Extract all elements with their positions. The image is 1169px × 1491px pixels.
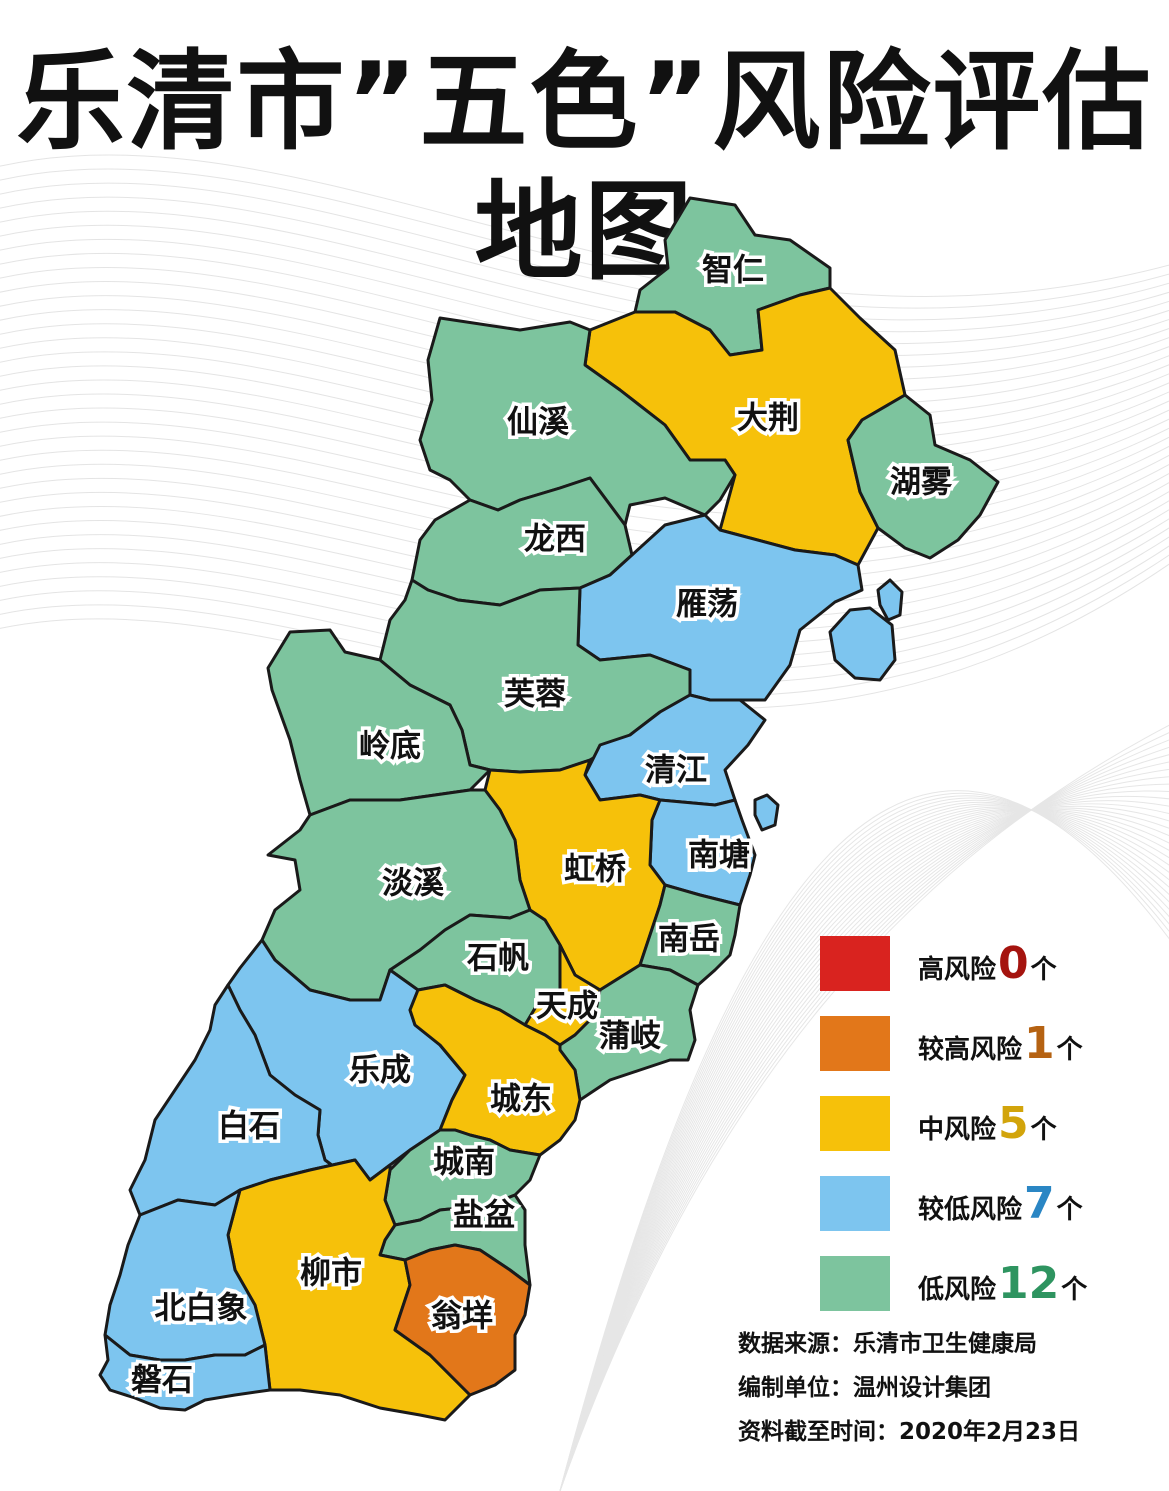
region-label: 天成	[536, 989, 598, 1025]
region-chengdong[interactable]	[408, 983, 582, 1157]
region-panshi[interactable]	[98, 1333, 272, 1412]
legend-count: 1	[1024, 1018, 1055, 1069]
region-label: 城南	[433, 1145, 495, 1181]
region-huwu[interactable]	[846, 393, 1000, 560]
credits: 数据来源：乐清市卫生健康局 编制单位：温州设计集团 资料截至时间：2020年2月…	[738, 1322, 1080, 1454]
legend-swatch-medium	[820, 1096, 890, 1151]
region-label: 智仁	[702, 253, 764, 289]
legend-label: 较低风险	[918, 1195, 1023, 1225]
legend-item-low[interactable]: 低风险12个	[820, 1256, 1150, 1336]
legend: 高风险0个 较高风险1个 中风险5个 较低风险7个 低风险12个	[820, 936, 1150, 1336]
region-label: 蒲岐	[599, 1019, 661, 1055]
island-nantang[interactable]	[753, 793, 780, 832]
island-yandang-1[interactable]	[828, 606, 897, 682]
legend-swatch-high	[820, 936, 890, 991]
legend-item-higher[interactable]: 较高风险1个	[820, 1016, 1150, 1096]
legend-count: 12	[998, 1258, 1060, 1309]
legend-unit: 个	[1030, 955, 1057, 985]
legend-item-lower[interactable]: 较低风险7个	[820, 1176, 1150, 1256]
region-label: 柳市	[300, 1256, 362, 1292]
region-label: 清江	[645, 753, 707, 789]
region-puqi[interactable]	[558, 963, 700, 1102]
region-label: 湖雾	[890, 465, 953, 501]
legend-unit: 个	[1061, 1275, 1088, 1305]
region-lingdi[interactable]	[266, 628, 492, 817]
region-label: 乐成	[349, 1053, 411, 1089]
legend-label: 较高风险	[918, 1035, 1023, 1065]
island-yandang-2[interactable]	[876, 578, 904, 622]
legend-count: 7	[1024, 1178, 1055, 1229]
region-label: 南岳	[658, 922, 720, 958]
region-label: 白石	[218, 1109, 280, 1145]
legend-swatch-lower	[820, 1176, 890, 1231]
region-label: 岭底	[359, 729, 421, 765]
data-source: 数据来源：乐清市卫生健康局	[738, 1331, 1037, 1357]
region-label: 芙蓉	[504, 677, 566, 713]
region-label: 石帆	[466, 941, 529, 977]
legend-label: 高风险	[918, 955, 997, 985]
region-nanyue[interactable]	[638, 883, 742, 987]
region-label: 淡溪	[382, 866, 445, 902]
region-label: 北白象	[155, 1291, 248, 1327]
compiled-by: 编制单位：温州设计集团	[738, 1375, 991, 1401]
legend-count: 0	[998, 938, 1029, 989]
region-label: 仙溪	[507, 405, 570, 441]
legend-unit: 个	[1056, 1195, 1083, 1225]
legend-swatch-low	[820, 1256, 890, 1311]
region-label: 雁荡	[676, 587, 738, 623]
page-title: 乐清市”五色”风险评估地图	[16, 40, 1153, 295]
region-label: 盐盆	[453, 1198, 515, 1234]
legend-item-medium[interactable]: 中风险5个	[820, 1096, 1150, 1176]
legend-swatch-higher	[820, 1016, 890, 1071]
region-label: 虹桥	[564, 852, 626, 888]
region-label: 翁垟	[431, 1299, 493, 1335]
legend-count: 5	[998, 1098, 1029, 1149]
legend-unit: 个	[1030, 1115, 1057, 1145]
legend-label: 中风险	[918, 1115, 997, 1145]
legend-item-high[interactable]: 高风险0个	[820, 936, 1150, 1016]
region-label: 城东	[490, 1082, 552, 1118]
legend-unit: 个	[1056, 1035, 1083, 1065]
region-label: 大荆	[737, 401, 799, 437]
region-label: 磐石	[131, 1363, 193, 1399]
region-label: 龙西	[524, 522, 586, 558]
as-of-date: 资料截至时间：2020年2月23日	[738, 1419, 1081, 1445]
region-label: 南塘	[688, 838, 750, 874]
legend-label: 低风险	[918, 1275, 997, 1305]
region-wengyang[interactable]	[393, 1243, 532, 1397]
region-xianxi[interactable]	[418, 316, 737, 527]
